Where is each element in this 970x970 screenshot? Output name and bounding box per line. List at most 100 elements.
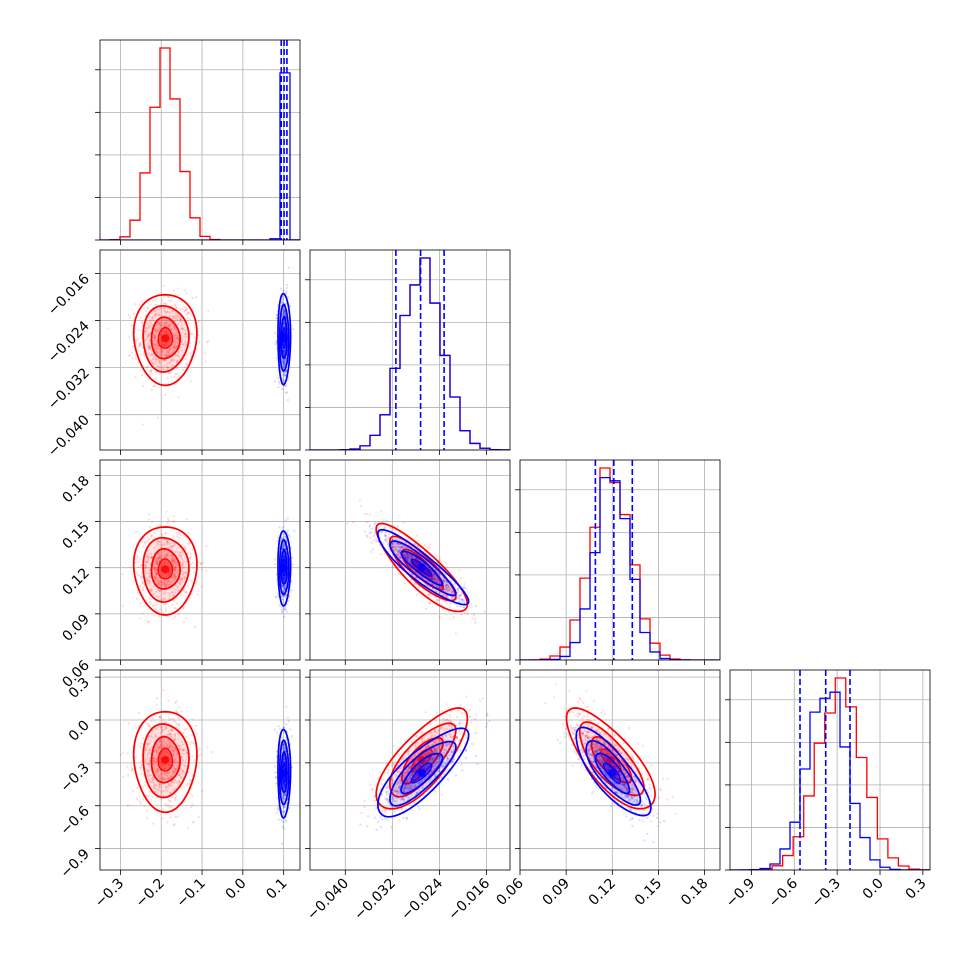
density-contour — [377, 528, 470, 606]
scatter-point — [137, 565, 140, 568]
scatter-point — [417, 540, 420, 543]
scatter-point — [151, 316, 154, 319]
scatter-point — [463, 583, 466, 586]
scatter-point — [149, 777, 152, 780]
scatter-point — [161, 580, 164, 583]
scatter-point — [182, 573, 185, 576]
scatter-point — [173, 591, 177, 594]
scatter-point — [188, 541, 191, 544]
scatter-point — [166, 553, 169, 557]
scatter-point — [164, 772, 167, 776]
scatter-point — [145, 309, 148, 312]
scatter-point — [375, 537, 378, 540]
panel-2-0 — [95, 459, 301, 665]
scatter-point — [146, 757, 149, 761]
scatter-point — [164, 579, 167, 582]
scatter-point — [171, 747, 174, 751]
scatter-point — [155, 784, 158, 787]
scatter-point — [462, 598, 465, 601]
scatter-point — [161, 573, 164, 576]
scatter-point — [137, 361, 140, 364]
scatter-point — [162, 302, 165, 305]
scatter-point — [150, 520, 154, 523]
scatter-point — [181, 368, 184, 371]
scatter-point — [159, 324, 162, 327]
scatter-point — [152, 757, 155, 760]
scatter-point — [163, 359, 167, 362]
scatter-point — [172, 576, 175, 579]
scatter-point — [173, 606, 176, 610]
scatter-point — [275, 343, 278, 346]
scatter-point — [282, 313, 285, 316]
scatter-point — [166, 771, 169, 774]
scatter-point — [172, 824, 175, 827]
scatter-point — [284, 792, 287, 795]
scatter-point — [165, 341, 168, 344]
scatter-point — [155, 568, 158, 571]
scatter-point — [167, 804, 170, 807]
scatter-point — [458, 594, 462, 597]
scatter-point — [147, 334, 151, 337]
scatter-point — [168, 777, 171, 780]
scatter-point — [174, 314, 178, 317]
scatter-point — [167, 782, 171, 785]
scatter-point — [151, 362, 154, 365]
scatter-point — [398, 546, 401, 549]
scatter-point — [185, 571, 188, 574]
scatter-point — [189, 380, 193, 383]
scatter-point — [403, 546, 406, 549]
scatter-point — [405, 553, 408, 556]
scatter-point — [152, 333, 156, 337]
scatter-point — [176, 318, 179, 321]
scatter-point — [154, 377, 158, 380]
scatter-point — [163, 314, 167, 317]
scatter-point — [155, 573, 158, 576]
scatter-point — [159, 757, 162, 760]
scatter-point — [407, 556, 410, 559]
scatter-point — [274, 776, 277, 779]
scatter-point — [170, 776, 173, 779]
scatter-point — [143, 784, 146, 787]
scatter-point — [178, 747, 181, 751]
scatter-point — [163, 324, 166, 327]
scatter-point — [176, 331, 179, 334]
scatter-point — [286, 529, 290, 532]
scatter-point — [283, 364, 286, 368]
scatter-point — [179, 534, 182, 537]
scatter-point — [136, 556, 140, 559]
scatter-point — [145, 562, 148, 565]
scatter-point — [161, 584, 165, 587]
scatter-point — [158, 348, 162, 351]
scatter-point — [167, 763, 170, 767]
scatter-point — [369, 513, 372, 516]
scatter-point — [147, 352, 150, 356]
scatter-point — [175, 561, 178, 564]
scatter-point — [187, 312, 190, 315]
scatter-point — [173, 376, 176, 379]
scatter-point — [141, 581, 144, 584]
scatter-point — [174, 615, 177, 618]
scatter-point — [177, 337, 180, 340]
scatter-point — [385, 540, 389, 543]
scatter-point — [139, 742, 142, 745]
scatter-point — [173, 335, 176, 338]
scatter-point — [154, 566, 157, 569]
scatter-point — [275, 316, 278, 320]
scatter-point — [195, 732, 198, 736]
scatter-point — [169, 570, 172, 573]
scatter-point — [159, 745, 163, 748]
scatter-point — [439, 591, 442, 595]
scatter-point — [281, 526, 284, 529]
scatter-point — [152, 358, 155, 361]
scatter-point — [400, 546, 404, 549]
scatter-point — [166, 772, 170, 775]
scatter-point — [168, 579, 171, 582]
scatter-point — [180, 324, 184, 327]
scatter-point — [139, 343, 142, 346]
scatter-point — [170, 561, 173, 564]
scatter-point — [149, 348, 153, 351]
scatter-point — [277, 386, 280, 389]
scatter-point — [283, 586, 286, 590]
scatter-point — [379, 553, 382, 556]
scatter-point — [439, 586, 442, 589]
